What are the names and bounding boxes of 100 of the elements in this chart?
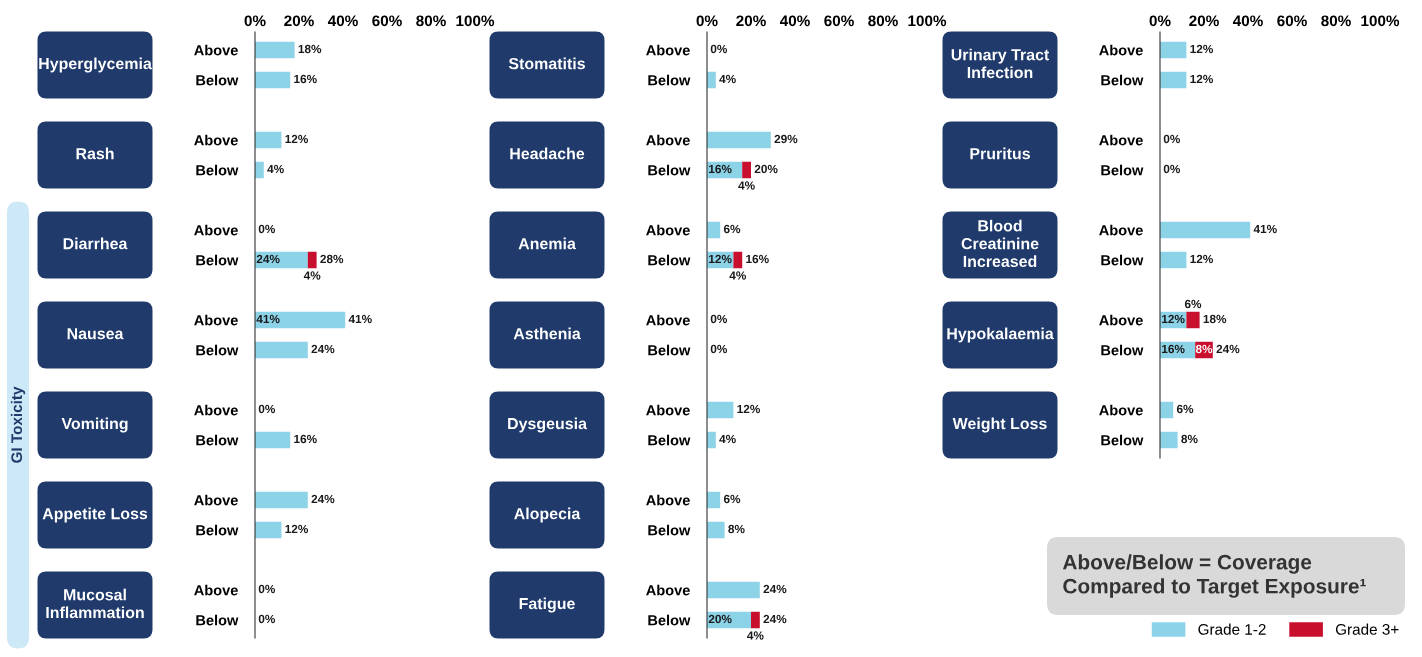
x-tick-label: 80% [416, 15, 446, 27]
y-tick-label: Below [196, 524, 239, 536]
data-label: 4% [303, 271, 321, 280]
text: Asthenia [513, 327, 581, 340]
data-label: 20% [708, 614, 732, 624]
y-tick-label: Above [194, 404, 238, 416]
data-label: 6% [1184, 299, 1202, 309]
bar [742, 161, 751, 179]
total-label: 16% [294, 434, 317, 444]
data-label: 12% [1162, 314, 1185, 324]
y-tick-label: Below [196, 434, 239, 446]
total-label: 0% [258, 614, 276, 624]
total-label: 0% [258, 584, 276, 594]
y-tick-label: Below [196, 614, 239, 626]
x-tick-label: 100% [1361, 15, 1400, 27]
y-tick-label: Above [194, 314, 238, 326]
y-tick-label: Below [648, 614, 691, 626]
total-label: 28% [320, 254, 344, 264]
y-tick-label: Above [194, 44, 238, 56]
text: Above/Below = Coverage Compared to Target Exposure¹ [1062, 554, 1366, 598]
total-label: 18% [1203, 314, 1227, 324]
y-tick-label: Above [646, 584, 690, 596]
x-tick-label: 40% [779, 15, 810, 27]
text: Hyperglycemia [39, 57, 152, 73]
total-label: 0% [710, 314, 728, 324]
total-label: 0% [710, 344, 728, 354]
x-tick-label: 100% [908, 15, 947, 27]
total-label: 6% [723, 494, 741, 504]
text: GI Toxicity [10, 386, 26, 463]
y-tick-label: Below [196, 344, 239, 356]
data-label: 4% [729, 271, 747, 280]
total-label: 12% [1190, 74, 1214, 84]
y-tick-label: Above [646, 314, 690, 326]
text: Rash [76, 147, 114, 160]
total-label: 8% [728, 524, 745, 534]
y-tick-label: Above [1099, 44, 1143, 56]
y-tick-label: Below [1101, 74, 1144, 86]
y-tick-label: Below [648, 524, 691, 536]
text: Vomiting [61, 417, 128, 433]
y-tick-label: Above [194, 224, 238, 236]
text: Mucosal Inflammation [46, 588, 144, 619]
bar [255, 341, 308, 359]
x-tick-label: 0% [696, 15, 718, 27]
y-tick-label: Below [648, 254, 691, 266]
x-tick-label: 0% [1149, 15, 1171, 27]
bar [733, 251, 743, 269]
total-label: 24% [1216, 344, 1240, 354]
y-tick-label: Above [646, 44, 690, 56]
text: Appetite Loss [42, 507, 148, 523]
total-label: 12% [737, 404, 761, 414]
text: Blood Creatinine Increased [961, 219, 1039, 268]
y-tick-label: Above [194, 494, 238, 506]
y-tick-label: Above [1099, 404, 1143, 416]
x-tick-label: 20% [736, 15, 766, 27]
total-label: 0% [1163, 134, 1181, 144]
bar [307, 251, 317, 269]
y-tick-label: Above [194, 134, 238, 146]
x-tick-label: 0% [244, 15, 266, 27]
y-tick-label: Below [1101, 164, 1144, 176]
x-tick-label: 60% [372, 15, 402, 27]
total-label: 18% [298, 44, 322, 54]
x-tick-label: 20% [284, 15, 314, 27]
y-tick-label: Above [646, 134, 690, 146]
text: Alopecia [514, 507, 581, 523]
x-tick-label: 60% [1277, 15, 1307, 27]
x-tick-label: 20% [1189, 15, 1219, 27]
data-label: 4% [747, 631, 764, 640]
total-label: 8% [1181, 434, 1198, 444]
y-tick-label: Above [1099, 314, 1143, 326]
text: Hypokalaemia [947, 327, 1054, 343]
x-tick-label: 40% [327, 15, 358, 27]
x-tick-label: 40% [1232, 15, 1263, 27]
y-tick-label: Above [194, 584, 238, 596]
total-label: 20% [754, 164, 778, 174]
total-label: 12% [285, 524, 309, 534]
total-label: 12% [1190, 44, 1214, 54]
total-label: 41% [348, 314, 372, 324]
text: Headache [510, 147, 585, 160]
total-label: 16% [294, 74, 317, 84]
total-label: 0% [258, 224, 276, 234]
x-tick-label: 60% [824, 15, 854, 27]
total-label: 4% [719, 74, 736, 84]
total-label: 41% [1253, 224, 1277, 234]
total-label: 4% [719, 434, 736, 444]
bar [707, 521, 725, 539]
text: Nausea [67, 328, 124, 340]
y-tick-label: Below [1101, 344, 1144, 356]
data-label: 24% [256, 254, 280, 264]
total-label: 6% [1176, 404, 1194, 414]
x-tick-label: 80% [1321, 15, 1351, 27]
y-tick-label: Below [648, 164, 691, 176]
total-label: 0% [1163, 164, 1181, 174]
total-label: 12% [285, 134, 309, 144]
y-tick-label: Below [648, 74, 691, 86]
x-tick-label: 100% [456, 15, 495, 27]
y-tick-label: Above [646, 404, 690, 416]
y-tick-label: Below [648, 434, 691, 446]
total-label: 24% [763, 584, 787, 594]
bar [255, 71, 291, 89]
bar [255, 521, 282, 539]
